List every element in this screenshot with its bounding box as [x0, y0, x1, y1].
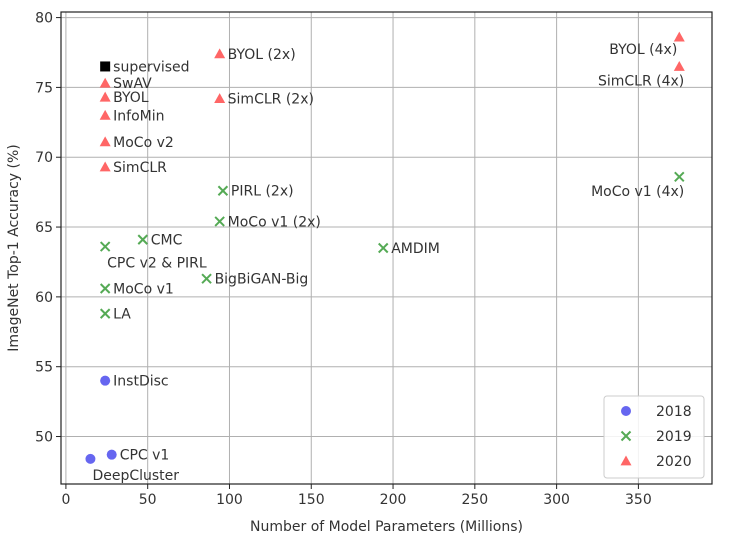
data-point [217, 185, 229, 196]
legend-marker [620, 455, 632, 466]
data-point [99, 283, 111, 294]
data-point [100, 61, 111, 72]
data-point [99, 241, 111, 252]
data-point [214, 93, 226, 103]
y-tick-label: 55 [35, 360, 53, 376]
legend-box [603, 395, 705, 479]
x-axis-label: Number of Model Parameters (Millions) [250, 519, 523, 535]
marker-stroke [378, 242, 389, 254]
point-label: InfoMin [113, 108, 164, 124]
data-point [99, 77, 111, 88]
x-tick-label: 100 [216, 492, 243, 508]
x-tick-label: 50 [139, 492, 157, 508]
data-points [85, 31, 685, 464]
x-tick-label: 0 [61, 492, 70, 508]
legend: 2018 2019 2020 [603, 395, 705, 479]
point-label: CPC v1 [120, 448, 170, 464]
point-label: SimCLR (4x) [598, 73, 684, 89]
point-label: BYOL (4x) [609, 42, 677, 58]
data-point [99, 109, 111, 120]
series-2020 [99, 31, 685, 172]
data-point [137, 234, 148, 245]
point-label: BigBiGAN-Big [215, 272, 309, 288]
y-tick-label: 60 [35, 290, 53, 306]
x-tick-label: 150 [298, 492, 325, 508]
point-label: LA [113, 307, 131, 323]
point-label: CMC [151, 233, 183, 249]
point-label: InstDisc [113, 374, 168, 390]
point-label: SwAV [113, 76, 152, 92]
point-label: CPC v2 & PIRL [107, 256, 207, 272]
axis-ticks: 0 50 100 150 200 250 300 350 50 55 60 65 70 75 80 [35, 11, 652, 508]
point-label: DeepCluster [92, 468, 179, 484]
data-point [106, 449, 117, 460]
marker-stroke [99, 308, 111, 319]
data-point [100, 375, 111, 386]
y-tick-label: 70 [35, 150, 53, 166]
legend-marker [621, 406, 631, 416]
series-2019 [99, 171, 685, 319]
point-label: SimCLR (2x) [228, 92, 314, 108]
x-tick-label: 300 [543, 492, 570, 508]
x-tick-label: 250 [461, 492, 488, 508]
point-label: SimCLR [113, 160, 167, 176]
marker-stroke [620, 430, 632, 442]
legend-label: 2019 [656, 429, 692, 445]
point-label: supervised [113, 59, 189, 75]
y-tick-label: 50 [35, 430, 53, 446]
point-label: AMDIM [391, 241, 440, 257]
data-point [214, 48, 226, 59]
data-point [673, 31, 685, 42]
marker-stroke [674, 171, 685, 182]
x-tick-label: 350 [625, 492, 652, 508]
legend-label: 2018 [656, 404, 692, 420]
x-tick-label: 200 [380, 492, 407, 508]
data-point [99, 161, 111, 172]
marker-stroke [99, 283, 111, 294]
marker-stroke [214, 216, 225, 227]
marker-stroke [201, 273, 212, 284]
series-supervised [100, 61, 111, 72]
point-label: PIRL (2x) [231, 184, 294, 200]
data-point [378, 242, 389, 254]
point-label: BYOL [113, 90, 149, 106]
data-point [99, 136, 111, 147]
data-point [99, 308, 111, 319]
point-label: MoCo v1 (2x) [228, 214, 321, 230]
marker-stroke [99, 241, 111, 252]
plot-frame [60, 11, 713, 485]
y-tick-label: 65 [35, 220, 53, 236]
data-point [674, 171, 685, 182]
data-point [99, 91, 111, 102]
series-2018 [85, 375, 117, 464]
y-tick-label: 80 [35, 11, 53, 27]
point-labels: InstDisc CPC v1 DeepCluster CMC CPC v2 & PIR… [92, 42, 684, 484]
y-tick-label: 75 [35, 80, 53, 96]
legend-marker [620, 430, 632, 442]
data-point [201, 273, 212, 284]
point-label: MoCo v2 [113, 135, 174, 151]
data-point [214, 216, 225, 227]
point-label: MoCo v1 [113, 281, 174, 297]
point-label: MoCo v1 (4x) [591, 184, 684, 200]
grid [61, 12, 712, 484]
marker-stroke [217, 185, 229, 196]
data-point [673, 60, 685, 71]
y-axis-label: ImageNet Top-1 Accuracy (%) [6, 144, 22, 352]
legend-label: 2020 [656, 454, 692, 470]
data-point [85, 453, 96, 464]
point-label: BYOL (2x) [228, 47, 296, 63]
marker-stroke [137, 234, 148, 245]
